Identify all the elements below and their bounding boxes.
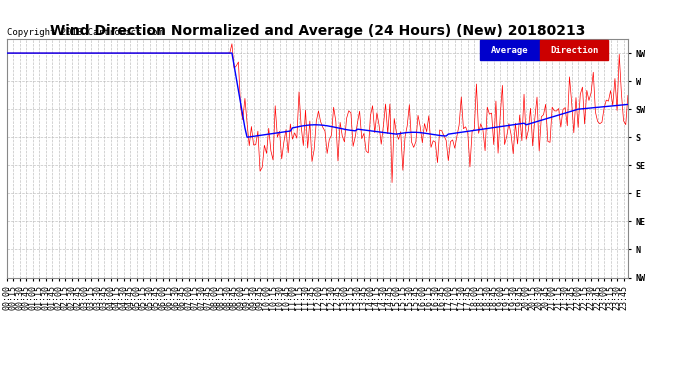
Text: Average: Average bbox=[491, 46, 529, 55]
Title: Wind Direction Normalized and Average (24 Hours) (New) 20180213: Wind Direction Normalized and Average (2… bbox=[50, 24, 585, 38]
Text: Copyright 2018 Cartronics.com: Copyright 2018 Cartronics.com bbox=[7, 28, 163, 37]
Text: Direction: Direction bbox=[550, 46, 598, 55]
